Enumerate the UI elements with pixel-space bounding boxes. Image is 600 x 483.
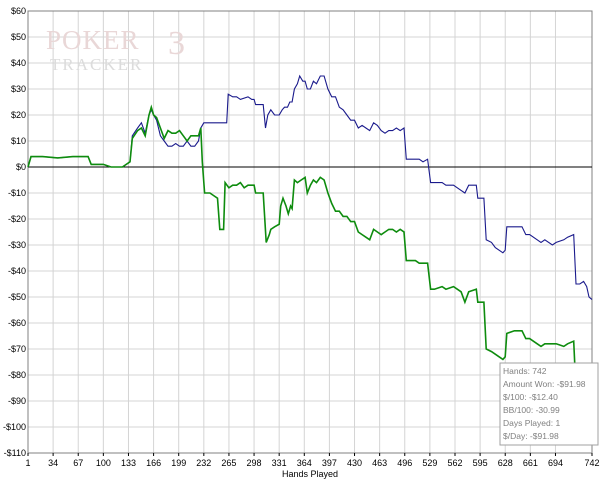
stat-bb-per-100: BB/100: -30.99	[503, 405, 560, 415]
y-tick-label: -$20	[8, 214, 26, 224]
y-tick-label: $30	[11, 84, 26, 94]
stats-box-frame	[499, 362, 599, 446]
x-tick-label: 742	[584, 458, 599, 468]
x-tick-label: 232	[196, 458, 211, 468]
x-tick-label: 166	[146, 458, 161, 468]
x-tick-label: 1	[25, 458, 30, 468]
y-tick-label: $0	[16, 162, 26, 172]
x-tick-label: 628	[498, 458, 513, 468]
stats-box: Hands: 742 Amount Won: -$91.98 $/100: -$…	[499, 362, 599, 446]
y-tick-label: -$110	[4, 448, 26, 458]
x-tick-label: 265	[221, 458, 236, 468]
x-tick-label: 463	[372, 458, 387, 468]
stat-amount-won: Amount Won: -$91.98	[503, 379, 586, 389]
x-tick-label: 694	[548, 458, 563, 468]
poker-tracker-logo: POKER 3 TRACKER	[46, 25, 185, 74]
x-tick-label: 67	[73, 458, 83, 468]
series-layer	[27, 74, 593, 407]
plot-area	[27, 10, 593, 454]
x-tick-label: 34	[48, 458, 58, 468]
x-axis-ticks: 1 34 67 100 133 166 199 232 265 298 331 364 397 430 46…	[25, 453, 600, 468]
y-tick-label: $60	[11, 6, 26, 16]
stat-per-day: $/Day: -$91.98	[503, 431, 559, 441]
y-tick-label: -$40	[8, 266, 26, 276]
x-tick-label: 595	[473, 458, 488, 468]
y-tick-label: -$100	[3, 422, 26, 432]
x-tick-label: 661	[523, 458, 538, 468]
x-tick-label: 397	[322, 458, 337, 468]
x-tick-label: 364	[297, 458, 312, 468]
y-axis-ticks: $60 $50 $40 $30 $20 $10 $0 -$10 -$20 -$30 -$40 -$50…	[3, 6, 26, 458]
series-line-green	[27, 104, 593, 407]
x-tick-label: 199	[171, 458, 186, 468]
x-axis-label: Hands Played	[282, 469, 338, 479]
x-tick-label: 100	[96, 458, 111, 468]
y-tick-label: -$80	[8, 370, 26, 380]
stat-per-100: $/100: -$12.40	[503, 392, 558, 402]
y-tick-label: $40	[11, 58, 26, 68]
x-tick-label: 529	[422, 458, 437, 468]
x-tick-label: 298	[247, 458, 262, 468]
y-tick-label: $20	[11, 110, 26, 120]
y-tick-label: -$30	[8, 240, 26, 250]
y-tick-label: $50	[11, 32, 26, 42]
logo-primary: POKER	[46, 25, 140, 55]
logo-secondary: TRACKER	[50, 55, 143, 74]
stat-days-played: Days Played: 1	[503, 418, 560, 428]
y-tick-label: -$50	[8, 292, 26, 302]
series-line-blue	[27, 74, 593, 301]
y-tick-label: -$90	[8, 396, 26, 406]
y-tick-label: $10	[11, 136, 26, 146]
y-tick-label: -$70	[8, 344, 26, 354]
x-tick-label: 496	[397, 458, 412, 468]
y-tick-label: -$60	[8, 318, 26, 328]
x-tick-label: 331	[272, 458, 287, 468]
x-tick-label: 430	[347, 458, 362, 468]
logo-number: 3	[168, 25, 185, 62]
y-tick-label: -$10	[8, 188, 26, 198]
x-tick-label: 562	[447, 458, 462, 468]
x-tick-label: 133	[121, 458, 136, 468]
stat-hands: Hands: 742	[503, 366, 547, 376]
